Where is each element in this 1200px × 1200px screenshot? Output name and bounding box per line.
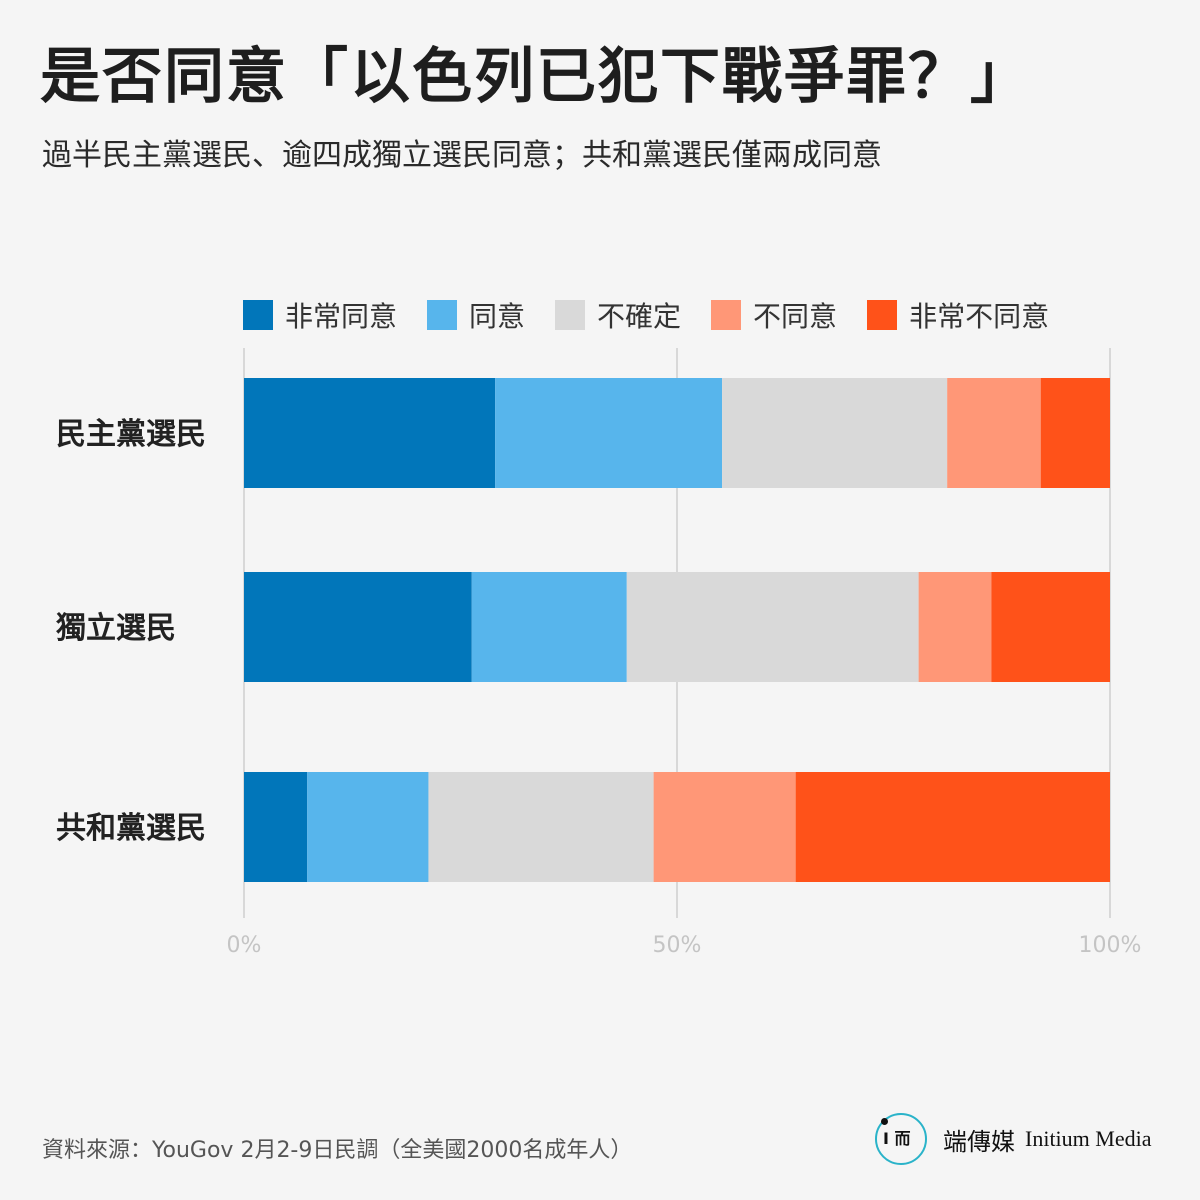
chart-subtitle: 過半民主黨選民、逾四成獨立選民同意；共和黨選民僅兩成同意 <box>42 138 882 173</box>
chart-legend: 非常同意 同意 不確定 不同意 非常不同意 <box>243 296 1079 334</box>
x-tick-label: 50% <box>653 933 702 958</box>
brand-name: 端傳媒 <box>943 1127 1015 1156</box>
x-tick-label: 100% <box>1079 933 1142 958</box>
bar-segment <box>307 772 429 882</box>
bar-segment <box>428 772 654 882</box>
chart-title: 是否同意「以色列已犯下戰爭罪？」 <box>40 42 1032 112</box>
bar-segment <box>244 572 472 682</box>
legend-swatch <box>243 300 273 330</box>
bar-segment <box>626 572 919 682</box>
legend-label: 同意 <box>469 300 526 333</box>
bar-segment <box>795 772 1110 882</box>
bar-segment <box>495 378 723 488</box>
legend-swatch <box>867 300 898 330</box>
brand-logo-icon: I 而 <box>875 1113 927 1165</box>
legend-item: 不同意 <box>711 295 837 335</box>
bar-segment <box>244 378 496 488</box>
source-note: 資料來源：YouGov 2月2-9日民調（全美國2000名成年人） <box>42 1138 633 1163</box>
bar-segment <box>991 572 1110 682</box>
category-label: 共和黨選民 <box>56 811 206 846</box>
brand: I 而 端傳媒 Initium Media <box>875 1113 1151 1165</box>
bar-segment <box>947 378 1041 488</box>
category-label: 民主黨選民 <box>56 417 206 452</box>
bar-segment <box>1040 378 1110 488</box>
legend-item: 非常同意 <box>243 295 397 335</box>
legend-swatch <box>427 300 458 330</box>
bar-segment <box>722 378 948 488</box>
legend-swatch <box>555 300 586 330</box>
legend-label: 不確定 <box>597 300 682 333</box>
legend-item: 非常不同意 <box>867 295 1049 335</box>
bar-segment <box>918 572 992 682</box>
bar-segment <box>653 772 796 882</box>
legend-label: 非常不同意 <box>909 300 1050 333</box>
x-tick-label: 0% <box>227 933 262 958</box>
legend-label: 不同意 <box>753 300 838 333</box>
legend-label: 非常同意 <box>285 300 398 333</box>
legend-item: 不確定 <box>555 295 681 335</box>
bar-segment <box>471 572 627 682</box>
category-label: 獨立選民 <box>56 611 176 646</box>
legend-swatch <box>711 300 742 330</box>
bar-segment <box>244 772 308 882</box>
legend-item: 同意 <box>427 295 525 335</box>
brand-name-english: Initium Media <box>1025 1126 1152 1151</box>
